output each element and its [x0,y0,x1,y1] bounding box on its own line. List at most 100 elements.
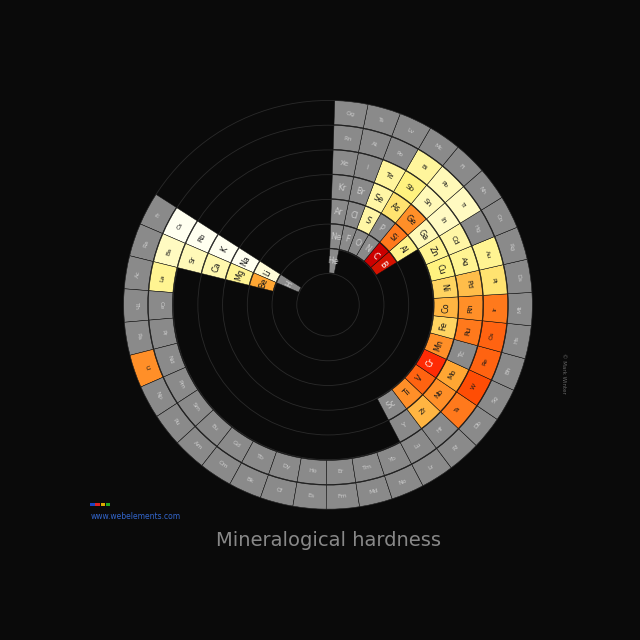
Wedge shape [157,403,195,443]
Text: Bi: Bi [420,164,428,172]
Text: Tc: Tc [458,349,466,358]
Wedge shape [330,224,344,249]
Text: La: La [160,274,166,282]
Text: Re: Re [481,358,489,367]
Wedge shape [177,390,213,426]
Text: Pd: Pd [465,280,473,289]
Wedge shape [149,318,177,349]
Wedge shape [392,114,431,149]
Wedge shape [374,160,406,191]
Wedge shape [202,447,241,484]
Text: Yb: Yb [388,455,398,463]
Text: Ga: Ga [416,228,429,242]
Wedge shape [396,204,426,235]
Text: Mc: Mc [433,143,443,152]
Wedge shape [332,150,358,177]
Text: Ba: Ba [166,247,173,256]
Text: Si: Si [387,232,399,244]
Wedge shape [502,323,531,359]
Text: Kr: Kr [337,183,346,193]
Text: Zn: Zn [426,244,439,258]
Text: Sn: Sn [422,197,433,208]
Text: Tm: Tm [362,464,372,471]
Bar [100,503,105,506]
Text: Y: Y [401,421,408,429]
Text: Pt: Pt [491,278,497,284]
Text: Tl: Tl [459,202,467,209]
Text: In: In [438,216,447,225]
Text: Rh: Rh [467,303,474,312]
Text: Ce: Ce [158,301,163,310]
Wedge shape [479,265,508,295]
Wedge shape [356,235,380,261]
Text: Ge: Ge [403,213,417,228]
Text: Mt: Mt [517,305,522,313]
Wedge shape [332,175,353,201]
Wedge shape [477,380,514,419]
Wedge shape [472,237,503,270]
Wedge shape [326,483,360,509]
Text: Tb: Tb [255,454,264,461]
Wedge shape [148,291,173,320]
Wedge shape [354,153,383,182]
Wedge shape [254,261,280,282]
Text: Fe: Fe [438,321,449,332]
Text: Pa: Pa [136,333,142,341]
Wedge shape [460,211,494,246]
Wedge shape [209,234,239,263]
Text: Mn: Mn [433,338,445,352]
Text: U: U [143,364,150,371]
Wedge shape [349,177,374,205]
Text: N: N [362,243,372,254]
Wedge shape [447,339,477,369]
Bar [95,503,100,506]
Text: Po: Po [396,150,404,157]
Wedge shape [508,292,532,326]
Text: Nh: Nh [478,186,487,196]
Text: Sm: Sm [191,402,201,413]
Text: Mo: Mo [447,369,458,381]
Wedge shape [478,321,507,352]
Wedge shape [331,200,349,225]
Wedge shape [407,395,440,428]
Wedge shape [457,370,491,406]
Wedge shape [202,253,230,279]
Wedge shape [483,294,508,323]
Wedge shape [365,183,393,213]
Text: No: No [398,477,408,486]
Text: W: W [470,383,477,391]
Text: Th: Th [134,301,139,309]
Text: Cd: Cd [450,234,460,246]
Wedge shape [149,262,177,292]
Text: Ar: Ar [334,207,344,218]
Wedge shape [333,125,363,152]
Wedge shape [439,223,471,255]
Wedge shape [260,475,297,506]
Wedge shape [441,392,477,428]
Wedge shape [356,206,381,234]
Text: Hg: Hg [473,224,481,234]
Text: Dy: Dy [281,463,291,470]
Wedge shape [124,256,153,291]
Text: Md: Md [368,488,378,495]
Wedge shape [443,147,482,186]
Text: Pm: Pm [177,379,186,390]
Wedge shape [364,104,400,136]
Text: Nd: Nd [166,355,173,364]
Wedge shape [358,129,392,159]
Wedge shape [231,248,259,273]
Text: Ti: Ti [401,387,412,398]
Text: He: He [327,257,339,267]
Wedge shape [436,360,468,392]
Wedge shape [178,244,208,273]
Text: Mineralogical hardness: Mineralogical hardness [216,531,440,550]
Wedge shape [422,412,458,448]
Wedge shape [381,192,411,223]
Text: Co: Co [441,302,451,313]
Text: Br: Br [355,186,366,197]
Wedge shape [276,275,301,292]
Wedge shape [348,229,369,256]
Text: Au: Au [484,250,491,259]
Text: Sc: Sc [385,398,397,411]
Wedge shape [394,171,426,204]
